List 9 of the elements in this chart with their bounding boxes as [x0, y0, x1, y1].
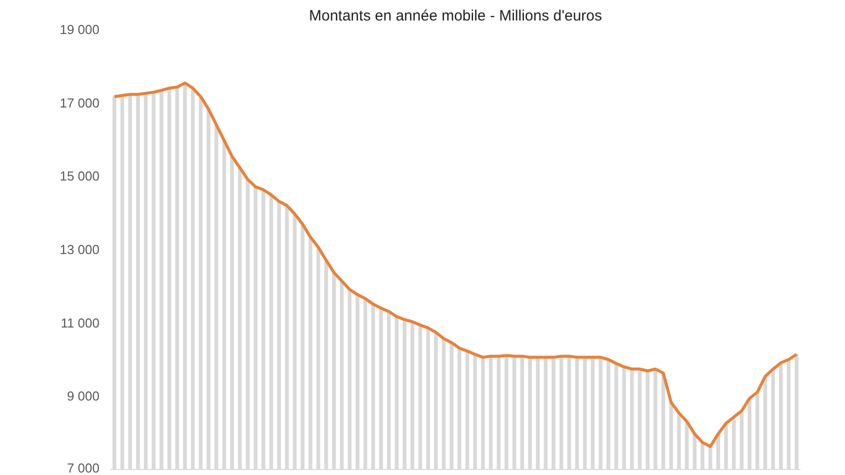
chart-title: Montants en année mobile - Millions d'euros [308, 8, 602, 24]
y-tick-label: 7 000 [66, 460, 100, 475]
y-tick-label: 15 000 [60, 168, 100, 184]
y-tick-label: 13 000 [60, 242, 100, 257]
y-tick-label: 11 000 [60, 315, 100, 330]
y-tick-label: 9 000 [66, 388, 100, 404]
line-series [112, 82, 798, 448]
y-tick-label: 17 000 [60, 95, 100, 110]
y-tick-label: 19 000 [60, 22, 100, 37]
